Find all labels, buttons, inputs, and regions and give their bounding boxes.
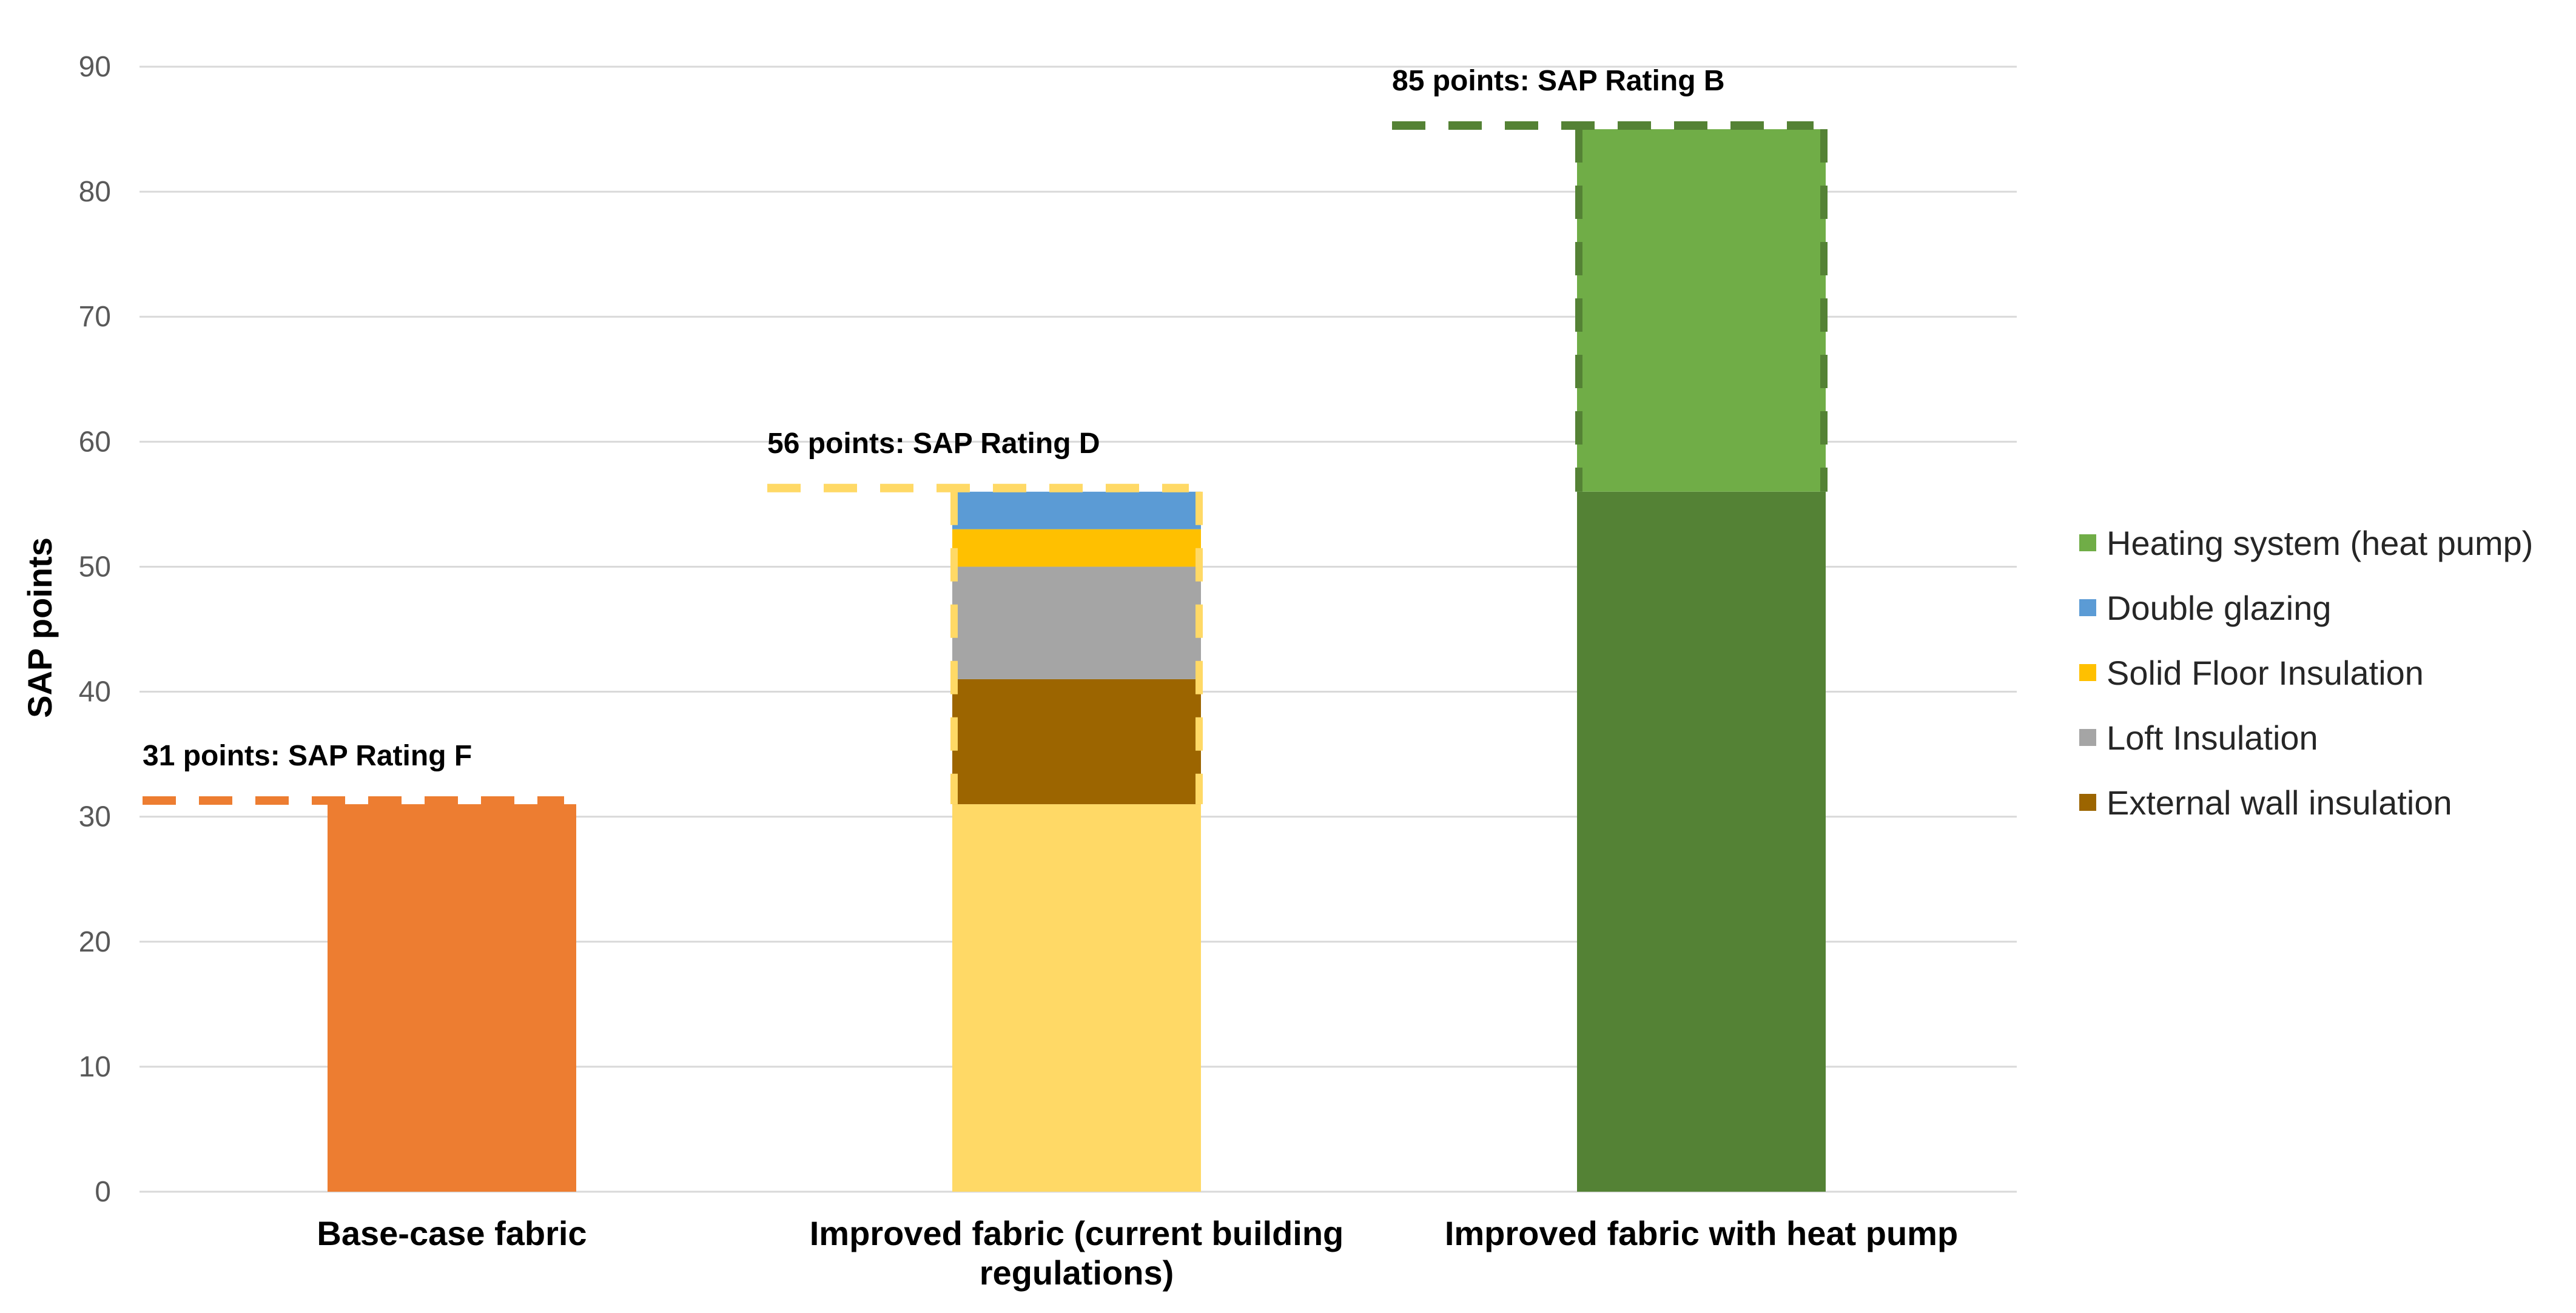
- legend-swatch: [2079, 534, 2096, 551]
- legend-swatch: [2079, 729, 2096, 746]
- rating-annotation: 56 points: SAP Rating D: [767, 428, 1100, 460]
- legend-swatch: [2079, 599, 2096, 616]
- y-tick-label: 40: [79, 676, 111, 708]
- legend-swatch: [2079, 794, 2096, 811]
- bar-segment-external-wall-insulation: [952, 679, 1201, 805]
- rating-annotation: 85 points: SAP Rating B: [1392, 65, 1725, 97]
- legend-label: Heating system (heat pump): [2107, 524, 2533, 562]
- bar-segment-loft-insulation: [952, 566, 1201, 679]
- y-tick-label: 0: [95, 1176, 111, 1208]
- y-tick-label: 80: [79, 176, 111, 208]
- bar-segment-solid-floor-insulation: [952, 529, 1201, 567]
- x-axis-categories: Base-case fabric Improved fabric (current…: [317, 1214, 1958, 1292]
- legend-label: Double glazing: [2107, 589, 2331, 627]
- y-axis-ticks: 0 10 20 30 40 50 60 70 80 90: [79, 51, 111, 1208]
- legend-label: Loft Insulation: [2107, 719, 2318, 757]
- bar-segment-double-glazing: [952, 491, 1201, 529]
- y-tick-label: 20: [79, 926, 111, 958]
- rating-annotation: 31 points: SAP Rating F: [143, 740, 472, 772]
- bar-outlines: [143, 121, 1828, 805]
- legend: Heating system (heat pump) Double glazing…: [2079, 524, 2533, 822]
- y-tick-label: 30: [79, 801, 111, 833]
- y-tick-label: 90: [79, 51, 111, 83]
- y-tick-label: 10: [79, 1051, 111, 1083]
- legend-label: External wall insulation: [2107, 784, 2452, 822]
- legend-swatch: [2079, 664, 2096, 681]
- y-axis-label: SAP points: [21, 537, 59, 718]
- bars: [328, 129, 1826, 1192]
- bar-segment-base: [1577, 491, 1826, 1192]
- bar-segment-base: [952, 804, 1201, 1192]
- bar-segment-base: [328, 804, 576, 1192]
- category-label: Improved fabric with heat pump: [1445, 1214, 1958, 1252]
- y-tick-label: 70: [79, 301, 111, 333]
- category-label: Improved fabric (current building: [810, 1214, 1344, 1252]
- legend-label: Solid Floor Insulation: [2107, 654, 2424, 692]
- y-tick-label: 50: [79, 551, 111, 583]
- annotations: 31 points: SAP Rating F 56 points: SAP Ra…: [143, 65, 1725, 772]
- category-label: Base-case fabric: [317, 1214, 587, 1252]
- y-tick-label: 60: [79, 426, 111, 458]
- bar-segment-heating-system-heat-pump-: [1577, 129, 1826, 492]
- category-label: regulations): [980, 1254, 1174, 1292]
